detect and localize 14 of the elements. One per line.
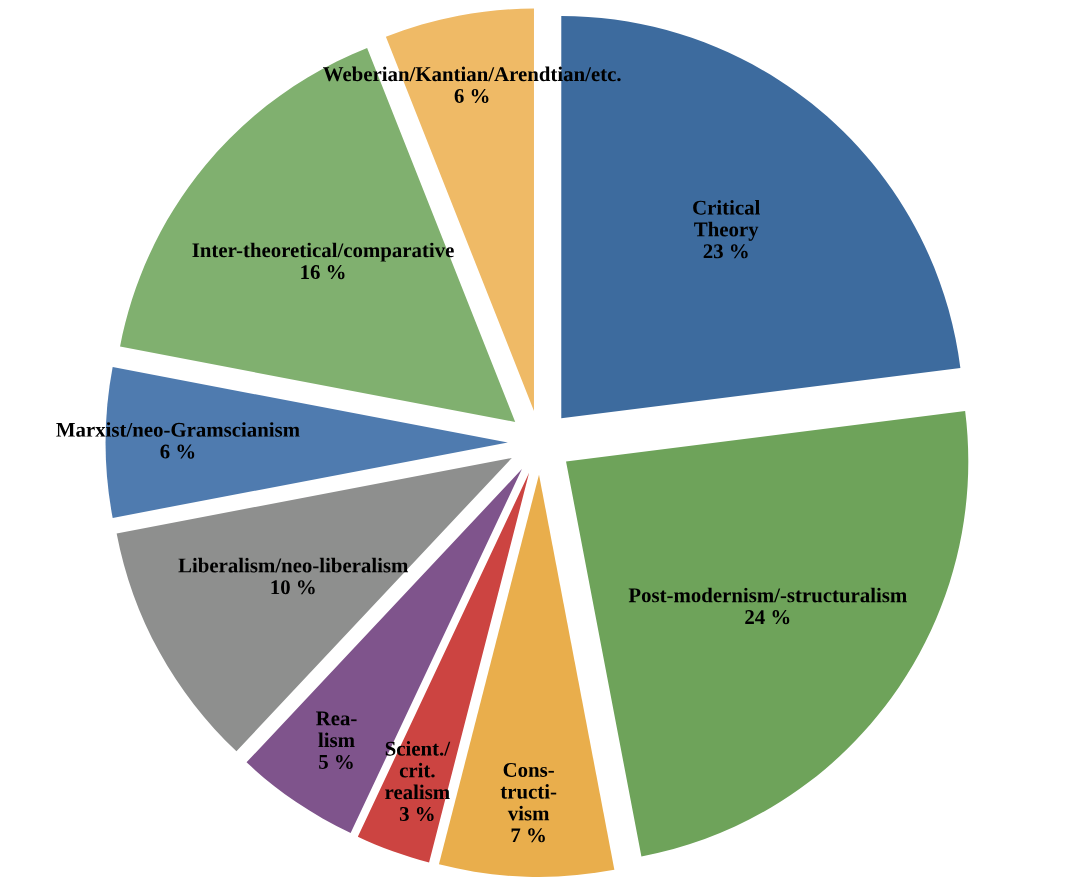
slice-label: Post-modernism/-structuralism [628, 587, 907, 603]
slice-label: Liberalism/neo-liberalism [178, 557, 409, 573]
data-label: 23 % [703, 244, 748, 259]
data-label: 24 % [745, 610, 790, 625]
data-label: 5 % [319, 754, 353, 770]
slice-label: Cons- tructi- vism [500, 762, 557, 821]
data-label: 3 % [399, 806, 434, 822]
data-label: 7 % [511, 828, 545, 843]
data-label: 10 % [271, 580, 315, 595]
slice-label: Rea- lism [316, 711, 357, 748]
data-label: 6 % [454, 88, 489, 104]
slice-label: Critical Theory [693, 200, 760, 241]
data-label: 6 % [160, 444, 195, 459]
data-label: 16 % [301, 265, 345, 280]
